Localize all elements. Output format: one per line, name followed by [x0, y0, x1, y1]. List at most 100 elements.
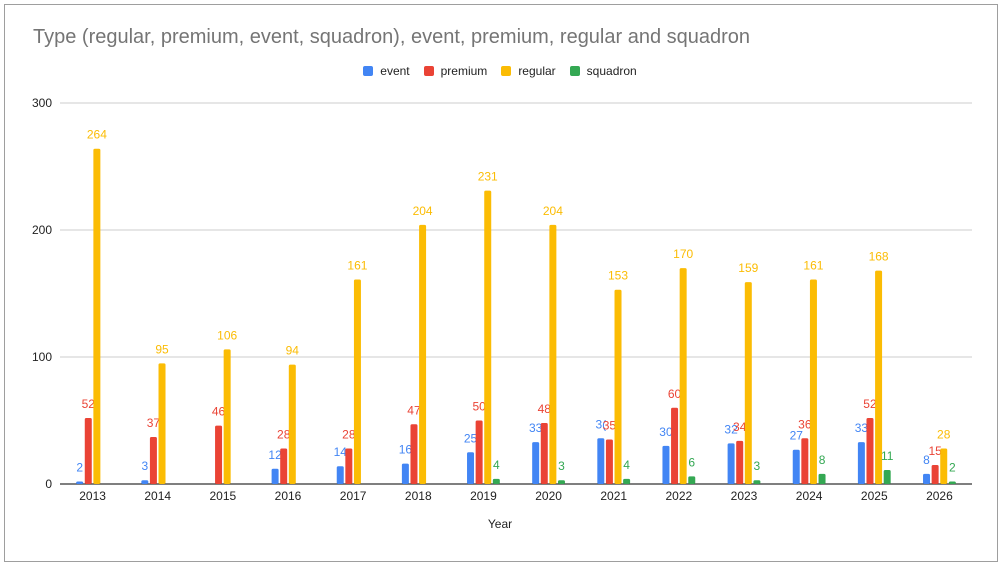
- y-tick-label: 200: [32, 223, 52, 237]
- legend-swatch-event: [363, 66, 374, 76]
- bar-premium: [866, 417, 874, 484]
- bar-premium: [84, 417, 92, 484]
- legend-item-regular[interactable]: regular: [501, 64, 556, 78]
- data-label-regular: 153: [608, 269, 628, 283]
- data-label-premium: 28: [277, 427, 291, 441]
- bar-squadron: [557, 480, 565, 484]
- chart-frame: [4, 4, 998, 562]
- x-tick-label: 2020: [535, 489, 562, 503]
- bar-regular: [223, 349, 231, 484]
- data-label-premium: 48: [538, 402, 552, 416]
- data-label-squadron: 4: [493, 458, 500, 472]
- bar-regular: [484, 190, 492, 484]
- bar-squadron: [623, 478, 631, 484]
- data-label-premium: 34: [733, 420, 747, 434]
- bar-event: [597, 438, 605, 484]
- x-tick-label: 2019: [470, 489, 497, 503]
- data-label-event: 27: [790, 429, 804, 443]
- data-label-premium: 52: [82, 397, 96, 411]
- bar-event: [271, 468, 279, 484]
- y-tick-label: 100: [32, 350, 52, 364]
- bar-event: [467, 452, 475, 484]
- data-label-regular: 168: [869, 250, 889, 264]
- bar-regular: [93, 148, 101, 484]
- legend: event premium regular squadron: [0, 64, 1000, 78]
- data-label-regular: 95: [155, 342, 169, 356]
- legend-swatch-premium: [423, 66, 434, 76]
- bar-regular: [679, 268, 687, 484]
- data-label-event: 30: [659, 425, 673, 439]
- x-tick-label: 2026: [926, 489, 953, 503]
- data-label-event: 33: [855, 421, 869, 435]
- data-label-regular: 204: [413, 204, 433, 218]
- y-tick-label: 0: [45, 477, 52, 491]
- data-label-event: 32: [724, 422, 738, 436]
- data-label-squadron: 3: [754, 459, 761, 473]
- data-label-regular: 161: [803, 259, 823, 273]
- data-label-premium: 50: [472, 400, 486, 414]
- data-label-squadron: 6: [688, 455, 695, 469]
- bar-premium: [540, 423, 548, 484]
- data-label-squadron: 11: [881, 449, 894, 463]
- data-label-squadron: 4: [623, 458, 630, 472]
- bar-regular: [809, 279, 817, 484]
- bar-event: [76, 481, 84, 484]
- bar-premium: [605, 439, 613, 484]
- bar-event: [923, 473, 931, 484]
- bar-premium: [345, 448, 353, 484]
- data-label-regular: 204: [543, 204, 563, 218]
- bar-premium: [736, 440, 744, 484]
- data-label-premium: 52: [863, 397, 877, 411]
- legend-item-premium[interactable]: premium: [423, 64, 488, 78]
- data-label-event: 3: [141, 459, 148, 473]
- bar-premium: [475, 420, 483, 484]
- legend-label-premium: premium: [440, 64, 488, 78]
- legend-label-event: event: [380, 64, 410, 78]
- data-label-regular: 170: [673, 247, 693, 261]
- x-tick-label: 2013: [79, 489, 106, 503]
- bar-regular: [940, 448, 948, 484]
- bar-event: [141, 480, 149, 484]
- legend-item-squadron[interactable]: squadron: [569, 64, 637, 78]
- data-label-event: 3(: [595, 417, 606, 431]
- data-label-premium: 35: [603, 419, 617, 433]
- bar-squadron: [753, 480, 761, 484]
- bar-premium: [410, 424, 418, 484]
- legend-label-squadron: squadron: [586, 64, 637, 78]
- x-tick-label: 2018: [405, 489, 432, 503]
- y-tick-label: 300: [32, 96, 52, 110]
- bar-regular: [614, 289, 622, 484]
- legend-item-event[interactable]: event: [363, 64, 410, 78]
- x-tick-label: 2017: [340, 489, 367, 503]
- bar-regular: [875, 270, 883, 484]
- data-label-premium: 47: [407, 403, 421, 417]
- bar-premium: [801, 438, 809, 484]
- data-label-regular: 231: [478, 170, 498, 184]
- bar-regular: [419, 224, 427, 485]
- bar-event: [336, 466, 344, 484]
- legend-swatch-squadron: [569, 66, 580, 76]
- bar-event: [727, 443, 735, 484]
- x-tick-label: 2015: [210, 489, 237, 503]
- data-label-squadron: 2: [949, 460, 956, 474]
- bar-squadron: [492, 478, 500, 484]
- x-tick-label: 2014: [144, 489, 171, 503]
- bar-event: [401, 463, 409, 484]
- data-label-event: 14: [334, 445, 348, 459]
- data-label-regular: 106: [217, 328, 237, 342]
- data-label-squadron: 8: [819, 453, 826, 467]
- bar-squadron: [688, 476, 696, 484]
- bar-squadron: [948, 481, 956, 484]
- chart-title: Type (regular, premium, event, squadron)…: [33, 26, 751, 48]
- x-tick-label: 2016: [275, 489, 302, 503]
- x-tick-label: 2022: [666, 489, 693, 503]
- data-label-regular: 94: [286, 344, 300, 358]
- bar-event: [792, 449, 800, 484]
- data-label-event: 16: [399, 443, 413, 457]
- x-tick-label: 2021: [600, 489, 627, 503]
- data-label-event: 25: [464, 431, 478, 445]
- data-label-premium: 60: [668, 387, 682, 401]
- data-label-event: 8: [923, 453, 930, 467]
- data-label-premium: 37: [147, 416, 161, 430]
- data-label-regular: 161: [347, 259, 367, 273]
